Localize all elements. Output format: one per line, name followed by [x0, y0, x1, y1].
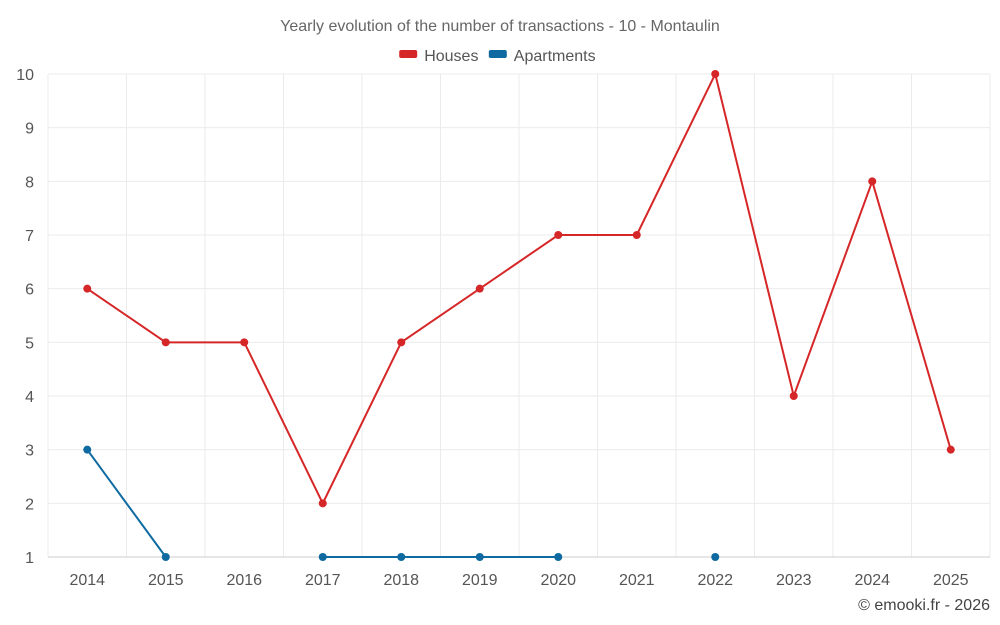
y-tick-label: 7: [25, 228, 34, 245]
x-tick-label: 2020: [540, 572, 576, 589]
x-tick-label: 2018: [383, 572, 419, 589]
y-tick-label: 3: [25, 443, 34, 460]
y-tick-label: 1: [25, 550, 34, 567]
data-point[interactable]: [711, 553, 720, 561]
legend-label: Houses: [424, 48, 478, 65]
credit-text: © emooki.fr - 2026: [858, 597, 990, 614]
y-tick-label: 9: [25, 121, 34, 138]
legend-label: Apartments: [514, 48, 596, 65]
series-apartments: [83, 445, 720, 561]
data-point[interactable]: [83, 445, 92, 454]
data-point[interactable]: [397, 553, 406, 561]
legend[interactable]: Houses Apartments: [399, 48, 596, 65]
x-tick-label: 2023: [776, 572, 812, 589]
data-point[interactable]: [946, 445, 955, 454]
data-point[interactable]: [161, 553, 170, 561]
grid: [47, 73, 991, 558]
series-layer: [83, 70, 955, 561]
data-point[interactable]: [161, 338, 170, 347]
series-line: [86, 449, 167, 558]
y-tick-label: 5: [25, 335, 34, 352]
x-tick-label: 2024: [854, 572, 890, 589]
y-axis: 1 2 3 4 5 6 7 8 9 10: [16, 67, 34, 567]
x-tick-label: 2016: [226, 572, 262, 589]
y-tick-label: 10: [16, 67, 34, 84]
data-point[interactable]: [318, 553, 327, 561]
data-point[interactable]: [475, 284, 484, 293]
data-point[interactable]: [397, 338, 406, 347]
y-tick-label: 2: [25, 496, 34, 513]
legend-swatch: [488, 50, 507, 58]
data-point[interactable]: [475, 553, 484, 561]
legend-item-apartments[interactable]: Apartments: [488, 48, 596, 65]
data-point[interactable]: [868, 177, 877, 186]
x-tick-label: 2025: [933, 572, 969, 589]
data-point[interactable]: [632, 231, 641, 239]
legend-swatch: [399, 50, 418, 58]
data-point[interactable]: [83, 284, 92, 293]
y-tick-label: 8: [25, 174, 34, 191]
x-tick-label: 2021: [619, 572, 655, 589]
x-tick-label: 2019: [462, 572, 498, 589]
data-point[interactable]: [554, 553, 563, 561]
chart-title: Yearly evolution of the number of transa…: [280, 18, 720, 35]
x-tick-label: 2017: [305, 572, 341, 589]
x-axis: 2014 2015 2016 2017 2018 2019 2020 2021 2022 2023…: [69, 572, 968, 589]
series-houses: [83, 70, 955, 508]
series-line: [86, 71, 952, 506]
x-tick-label: 2022: [697, 572, 733, 589]
data-point[interactable]: [711, 70, 720, 78]
x-tick-label: 2015: [148, 572, 184, 589]
legend-item-houses[interactable]: Houses: [399, 48, 478, 65]
data-point[interactable]: [240, 338, 249, 347]
x-tick-label: 2014: [69, 572, 105, 589]
data-point[interactable]: [318, 499, 327, 508]
y-tick-label: 6: [25, 282, 34, 299]
data-point[interactable]: [554, 231, 563, 239]
data-point[interactable]: [789, 392, 798, 400]
y-tick-label: 4: [25, 389, 34, 406]
